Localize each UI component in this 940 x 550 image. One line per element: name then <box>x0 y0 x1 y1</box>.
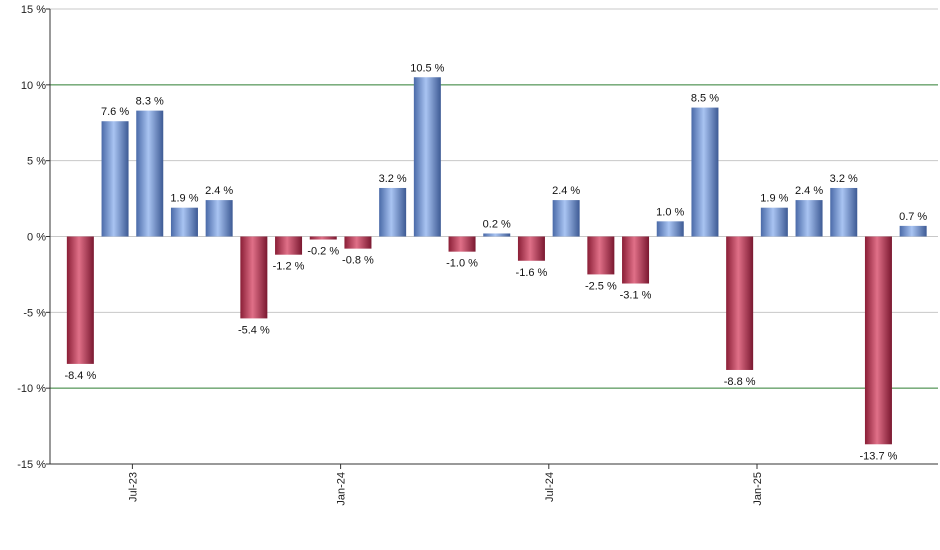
data-label: -8.4 % <box>64 370 96 382</box>
y-tick-label: 15 % <box>21 4 46 16</box>
x-tick-label: Jan-25 <box>752 472 764 506</box>
data-label: 8.5 % <box>691 93 719 105</box>
data-label: -0.2 % <box>307 246 339 258</box>
bar-positive <box>552 200 580 237</box>
gridlines <box>50 8 938 465</box>
data-label: -8.8 % <box>724 376 756 388</box>
bar-negative <box>66 236 94 364</box>
bar-negative <box>726 236 754 370</box>
bar-positive <box>795 200 823 237</box>
bar-negative <box>622 236 650 284</box>
bar-positive <box>760 207 788 237</box>
axes <box>46 8 938 469</box>
bar-negative <box>309 236 337 240</box>
data-label: 2.4 % <box>552 185 580 197</box>
bar-positive <box>691 107 719 237</box>
data-label: -1.2 % <box>273 261 305 273</box>
data-label: 1.9 % <box>760 193 788 205</box>
data-label: 2.4 % <box>205 185 233 197</box>
data-label: -0.8 % <box>342 255 374 267</box>
data-label: -3.1 % <box>620 290 652 302</box>
data-label: 1.9 % <box>170 193 198 205</box>
data-label: -5.4 % <box>238 324 270 336</box>
y-tick-label: -10 % <box>17 383 46 395</box>
bar-positive <box>483 233 511 237</box>
data-label: 10.5 % <box>410 62 444 74</box>
bar-negative <box>517 236 545 261</box>
data-label: 2.4 % <box>795 185 823 197</box>
data-label: 0.7 % <box>899 211 927 223</box>
bars <box>66 77 927 445</box>
x-tick-label: Jul-23 <box>127 472 139 502</box>
bar-negative <box>240 236 268 319</box>
x-tick-label: Jul-24 <box>544 472 556 502</box>
data-label: -1.6 % <box>516 267 548 279</box>
bar-positive <box>413 77 441 237</box>
y-tick-label: 10 % <box>21 80 46 92</box>
x-tick-label: Jan-24 <box>336 472 348 506</box>
bar-positive <box>205 200 233 237</box>
data-labels: -8.4 %7.6 %8.3 %1.9 %2.4 %-5.4 %-1.2 %-0… <box>64 62 927 462</box>
bar-positive <box>170 207 198 237</box>
bar-positive <box>101 121 129 237</box>
bar-negative <box>587 236 615 275</box>
data-label: 8.3 % <box>136 96 164 108</box>
y-tick-label: 5 % <box>27 156 46 168</box>
data-label: -13.7 % <box>859 450 897 462</box>
bar-positive <box>379 187 407 237</box>
bar-positive <box>656 221 684 237</box>
bar-positive <box>136 110 164 237</box>
data-label: 1.0 % <box>656 206 684 218</box>
data-label: -2.5 % <box>585 280 617 292</box>
bar-negative <box>864 236 892 445</box>
y-tick-label: -5 % <box>23 307 46 319</box>
bar-negative <box>344 236 372 249</box>
y-tick-label: -15 % <box>17 459 46 471</box>
data-label: -1.0 % <box>446 258 478 270</box>
bar-positive <box>830 187 858 237</box>
bar-negative <box>448 236 476 252</box>
y-tick-label: 0 % <box>27 232 46 244</box>
data-label: 3.2 % <box>830 173 858 185</box>
bar-positive <box>899 225 927 237</box>
data-label: 7.6 % <box>101 106 129 118</box>
tick-labels: -15 % -10 % -5 % 0 % 5 % 10 % 15 % Jul-23 Jan-24… <box>17 4 764 506</box>
data-label: 3.2 % <box>379 173 407 185</box>
bar-negative <box>275 236 303 255</box>
data-label: 0.2 % <box>483 218 511 230</box>
